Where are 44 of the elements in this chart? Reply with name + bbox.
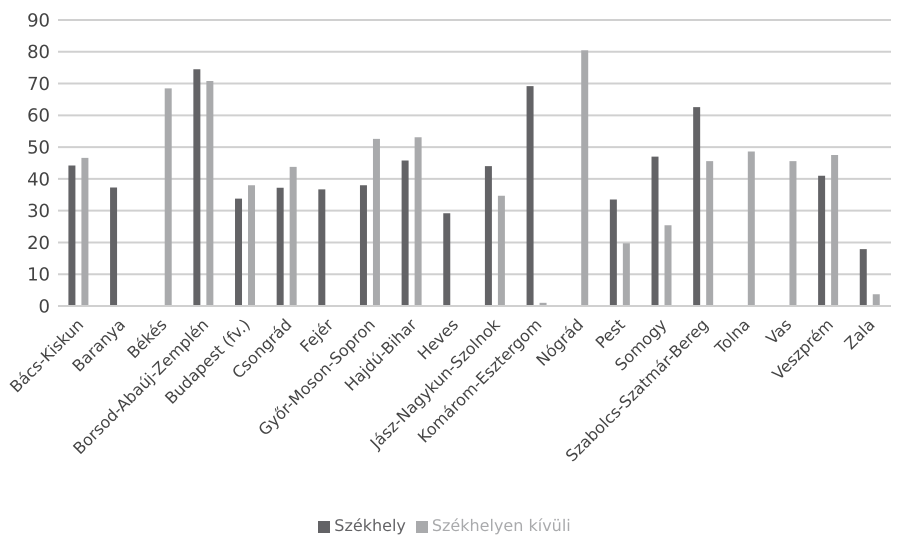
y-tick-label: 80 — [27, 42, 50, 64]
y-tick-label: 50 — [27, 138, 50, 158]
y-tick-label: 20 — [27, 232, 50, 254]
bar — [498, 196, 505, 306]
bar — [443, 213, 450, 306]
bar — [748, 152, 755, 306]
bar — [235, 198, 242, 306]
bar — [706, 161, 714, 306]
bar — [622, 243, 630, 306]
bar — [789, 161, 796, 306]
bar — [193, 69, 200, 306]
y-tick-label: 70 — [27, 74, 50, 95]
bar — [818, 176, 826, 306]
bar — [164, 88, 172, 306]
bar — [276, 188, 284, 306]
legend-label: Székhelyen kívüli — [432, 516, 571, 535]
bar — [610, 200, 617, 306]
bar — [318, 189, 326, 306]
y-tick-label: 90 — [27, 10, 50, 32]
bar — [110, 187, 118, 306]
bar — [860, 249, 867, 306]
y-tick-label: 0 — [38, 296, 50, 318]
bar — [360, 185, 367, 306]
bar — [664, 225, 672, 306]
bar — [693, 107, 700, 306]
bar — [68, 166, 76, 306]
legend-label: Székhely — [334, 516, 406, 535]
bar — [652, 156, 659, 306]
y-tick-label: 10 — [27, 264, 50, 286]
y-tick-label: 30 — [27, 201, 50, 222]
bar — [290, 166, 297, 306]
bar — [484, 166, 492, 306]
bar — [248, 185, 256, 306]
bar — [81, 158, 88, 306]
bar — [831, 155, 838, 306]
y-tick-label: 40 — [27, 169, 50, 190]
bar — [872, 294, 880, 306]
bar — [402, 160, 409, 306]
bar — [414, 137, 422, 306]
bar — [581, 50, 588, 306]
y-tick-label: 60 — [27, 106, 50, 127]
bar — [372, 138, 380, 306]
bar — [526, 86, 534, 306]
bar — [206, 81, 214, 306]
